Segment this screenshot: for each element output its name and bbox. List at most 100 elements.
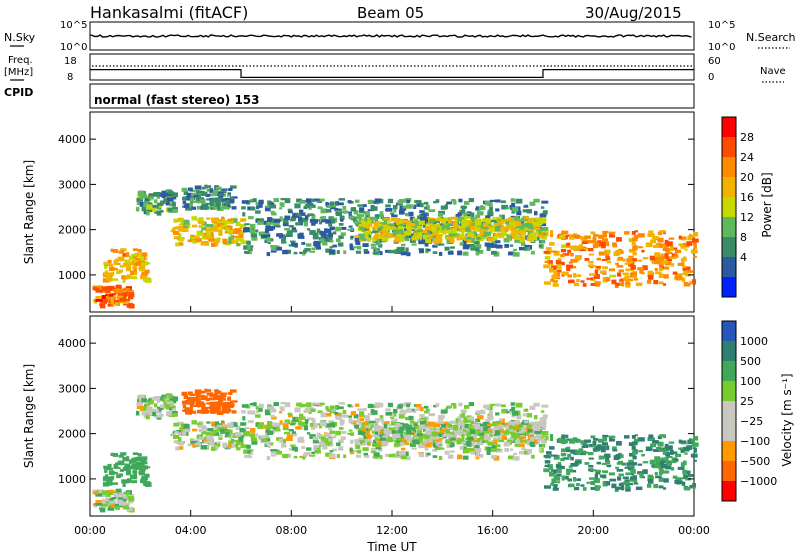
power-cell <box>533 211 538 216</box>
velocity-cell <box>229 389 237 393</box>
velocity-cell <box>518 450 526 455</box>
velocity-cell <box>133 472 137 477</box>
power-cell <box>461 236 466 240</box>
velocity-cell <box>409 442 416 447</box>
power-cell <box>605 253 610 259</box>
power-cell <box>114 299 120 304</box>
velocity-cell <box>493 439 498 445</box>
velocity-cell <box>112 493 118 496</box>
velocity-cell <box>466 420 472 423</box>
velocity-cell <box>359 437 365 443</box>
velocity-cell <box>504 422 509 428</box>
power-cell <box>479 228 485 232</box>
power-cell <box>506 206 510 210</box>
power-cell <box>118 250 125 254</box>
velocity-cell <box>689 484 695 489</box>
power-cell <box>651 236 659 240</box>
velocity-cell <box>566 446 571 450</box>
velocity-cell <box>205 409 210 414</box>
velocity-cell <box>534 422 538 426</box>
velocity-cell <box>168 414 175 417</box>
power-cell <box>418 240 426 245</box>
velocity-cell <box>463 426 470 431</box>
power-cell <box>434 241 441 246</box>
power-cell <box>392 226 397 230</box>
velocity-cell <box>172 407 176 411</box>
power-cell <box>261 234 268 238</box>
power-cell <box>486 222 492 228</box>
velocity-cell <box>410 430 415 434</box>
power-y-axis-label: Slant Range [km] <box>22 160 36 264</box>
power-cell <box>157 204 162 210</box>
power-cell <box>347 200 352 204</box>
velocity-cell <box>231 443 235 448</box>
power-cell <box>677 262 685 266</box>
power-cell <box>683 242 690 248</box>
power-cell <box>428 209 436 213</box>
velocity-cell <box>372 434 378 438</box>
velocity-cell <box>315 450 321 454</box>
velocity-cell <box>178 441 182 445</box>
velocity-cell <box>470 451 475 455</box>
power-cell <box>402 236 407 240</box>
velocity-cell <box>252 402 257 407</box>
velocity-cell <box>183 394 189 399</box>
velocity-cell <box>378 426 384 429</box>
velocity-cell <box>649 459 656 465</box>
power-cell <box>123 292 128 297</box>
power-cell <box>687 270 694 273</box>
power-cell <box>125 275 131 280</box>
velocity-cell <box>618 473 624 477</box>
velocity-cell <box>213 425 218 428</box>
velocity-cell <box>531 454 535 459</box>
power-cell <box>364 217 368 222</box>
freq-left-tick-top: 18 <box>64 56 77 67</box>
power-cell <box>655 243 661 246</box>
power-cell <box>585 239 591 243</box>
power-cell <box>386 233 393 239</box>
velocity-cell <box>611 483 617 489</box>
velocity-cell <box>475 410 480 414</box>
velocity-cell <box>282 439 286 444</box>
velocity-cell <box>605 457 610 463</box>
velocity-cell <box>564 448 570 452</box>
power-cell <box>679 236 687 240</box>
power-cell <box>573 248 579 251</box>
power-cell <box>542 228 547 232</box>
velocity-cell <box>269 406 275 410</box>
velocity-cell <box>156 399 160 403</box>
power-cell <box>625 283 631 288</box>
noise-left-label: N.Sky <box>4 31 36 44</box>
power-cell <box>194 185 202 190</box>
velocity-cell <box>111 496 117 500</box>
power-cell <box>410 218 414 224</box>
velocity-cell <box>234 432 242 437</box>
velocity-cell <box>157 406 164 410</box>
power-cell <box>387 198 394 204</box>
power-cell <box>553 250 560 256</box>
power-cell <box>214 241 218 247</box>
power-cell <box>679 276 683 281</box>
velocity-cell <box>508 428 514 432</box>
power-cell <box>396 234 402 237</box>
velocity-cell <box>447 434 454 438</box>
velocity-cell <box>502 435 507 440</box>
power-cell <box>484 226 489 231</box>
velocity-cell <box>339 419 345 424</box>
power-cell <box>581 241 589 244</box>
power-cell <box>362 243 369 248</box>
velocity-cell <box>679 440 687 444</box>
power-cell <box>646 279 652 284</box>
velocity-cell <box>463 429 467 432</box>
velocity-cell <box>681 481 686 486</box>
velocity-cell <box>449 420 457 424</box>
velocity-cell <box>660 447 667 452</box>
velocity-cell <box>207 427 214 432</box>
power-cell <box>221 188 228 191</box>
power-cell <box>591 240 596 244</box>
velocity-cell <box>406 403 410 408</box>
velocity-cell <box>134 457 139 461</box>
velocity-cell <box>470 420 475 425</box>
power-cell <box>467 220 475 223</box>
